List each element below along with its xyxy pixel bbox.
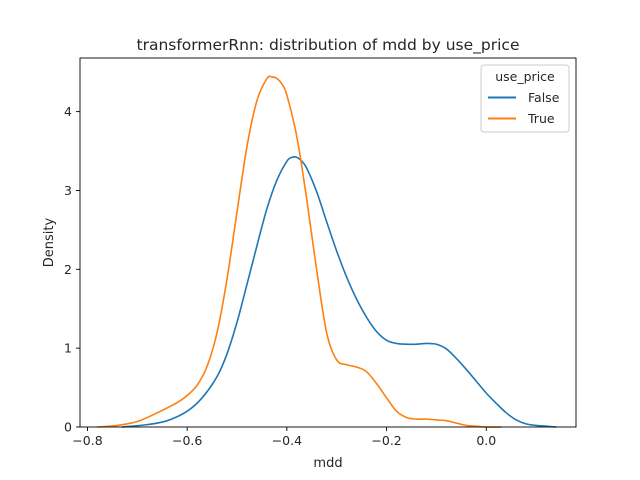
x-axis-ticks: −0.8 −0.6 −0.4 −0.2 0.0 (72, 427, 496, 448)
x-tick-label: −0.4 (272, 433, 302, 448)
plot-area (79, 57, 577, 428)
x-tick-label: 0.0 (476, 433, 496, 448)
chart-title: transformerRnn: distribution of mdd by u… (137, 36, 520, 55)
legend-label-false: False (528, 90, 560, 105)
legend-title: use_price (495, 69, 555, 84)
y-tick-label: 2 (64, 262, 72, 277)
axes-frame (79, 57, 577, 428)
series-line-true (96, 75, 503, 428)
y-axis-ticks: 0 1 2 3 4 (64, 104, 80, 435)
series-layer (96, 75, 557, 428)
series-line-false (121, 156, 557, 428)
legend: use_price False True (480, 64, 570, 133)
legend-label-true: True (527, 111, 555, 126)
y-tick-label: 1 (64, 341, 72, 356)
y-tick-label: 3 (64, 183, 72, 198)
y-axis-label: Density (42, 217, 57, 267)
y-tick-label: 4 (64, 104, 72, 119)
y-tick-label: 0 (64, 420, 72, 435)
x-tick-label: −0.6 (172, 433, 202, 448)
x-tick-label: −0.8 (72, 433, 102, 448)
legend-frame (480, 64, 570, 133)
x-tick-label: −0.2 (371, 433, 401, 448)
x-axis-label: mdd (313, 456, 342, 471)
